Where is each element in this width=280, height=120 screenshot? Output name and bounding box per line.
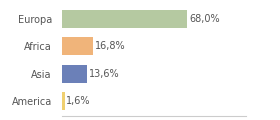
- Text: 16,8%: 16,8%: [94, 41, 125, 51]
- Text: 13,6%: 13,6%: [88, 69, 119, 79]
- Text: 1,6%: 1,6%: [66, 96, 91, 106]
- Bar: [62, 92, 65, 110]
- Bar: [62, 10, 187, 28]
- Text: 68,0%: 68,0%: [189, 14, 220, 24]
- Bar: [62, 37, 93, 55]
- Bar: [62, 65, 87, 83]
